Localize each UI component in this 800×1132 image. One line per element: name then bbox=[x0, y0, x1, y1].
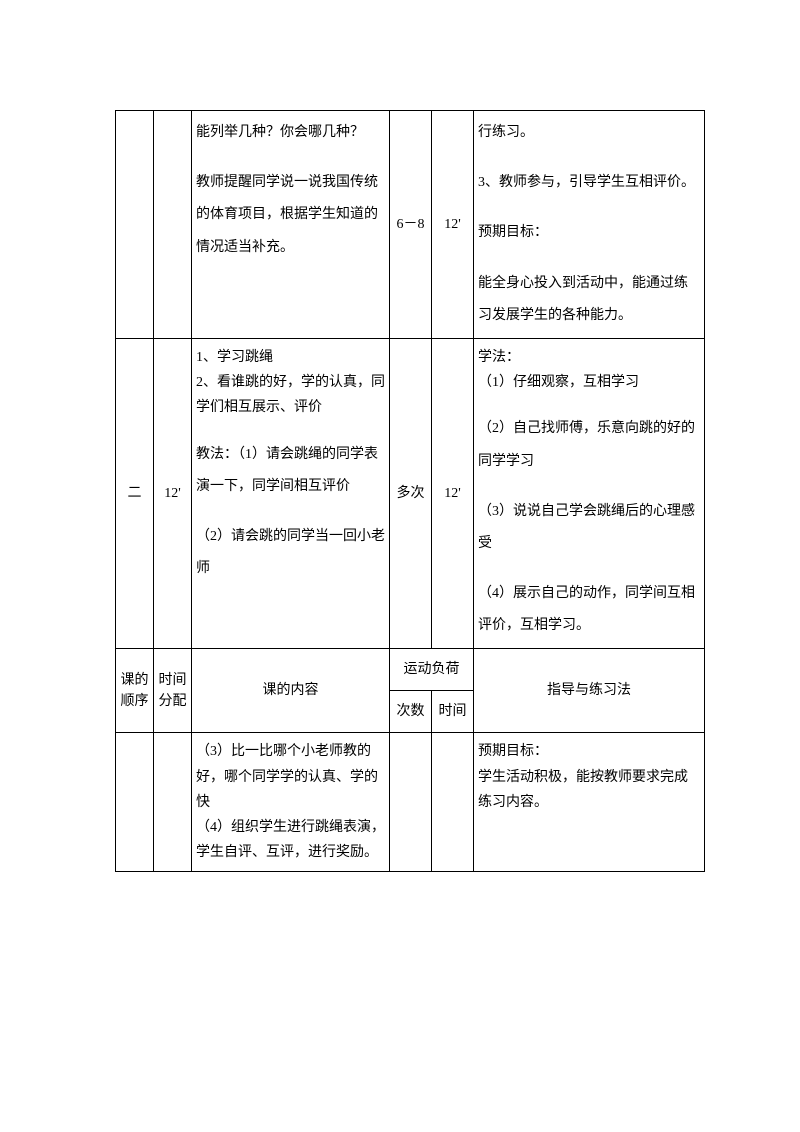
guide-text: 行练习。 bbox=[478, 117, 700, 149]
guide-text: 学生活动积极，能按教师要求完成练习内容。 bbox=[478, 765, 700, 815]
content-text: 1、学习跳绳 bbox=[196, 345, 385, 370]
cell-content: （3）比一比哪个小老师教的好，哪个同学学的认真、学的快 （4）组织学生进行跳绳表… bbox=[192, 733, 390, 872]
cell-time: 12' bbox=[154, 338, 192, 649]
table-row: 能列举几种？你会哪几种？ 教师提醒同学说一说我国传统的体育项目，根据学生知道的情… bbox=[116, 111, 705, 339]
table-row: 二 12' 1、学习跳绳 2、看谁跳的好，学的认真，同学们相互展示、评价 教法：… bbox=[116, 338, 705, 649]
guide-text: （1）仔细观察，互相学习 bbox=[478, 370, 700, 395]
guide-text: （2）自己找师傅，乐意向跳的好的同学学习 bbox=[478, 413, 700, 477]
guide-text: 3、教师参与，引导学生互相评价。 bbox=[478, 167, 700, 199]
header-guide: 指导与练习法 bbox=[474, 649, 705, 733]
cell-guide: 行练习。 3、教师参与，引导学生互相评价。 预期目标： 能全身心投入到活动中，能… bbox=[474, 111, 705, 339]
guide-text: （3）说说自己学会跳绳后的心理感受 bbox=[478, 496, 700, 560]
cell-guide: 学法： （1）仔细观察，互相学习 （2）自己找师傅，乐意向跳的好的同学学习 （3… bbox=[474, 338, 705, 649]
cell-time bbox=[154, 111, 192, 339]
cell-content: 1、学习跳绳 2、看谁跳的好，学的认真，同学们相互展示、评价 教法：（1）请会跳… bbox=[192, 338, 390, 649]
table-header-row: 课的顺序 时间分配 课的内容 运动负荷 指导与练习法 bbox=[116, 649, 705, 691]
guide-text: 预期目标： bbox=[478, 739, 700, 764]
cell-duration: 12' bbox=[432, 111, 474, 339]
cell-duration bbox=[432, 733, 474, 872]
content-text: 2、看谁跳的好，学的认真，同学们相互展示、评价 bbox=[196, 370, 385, 420]
guide-text: 学法： bbox=[478, 345, 700, 370]
content-text: （2）请会跳的同学当一回小老师 bbox=[196, 521, 385, 585]
cell-duration: 12' bbox=[432, 338, 474, 649]
cell-seq: 二 bbox=[116, 338, 154, 649]
header-duration: 时间 bbox=[432, 691, 474, 733]
cell-count: 多次 bbox=[390, 338, 432, 649]
header-count: 次数 bbox=[390, 691, 432, 733]
content-text: 教法：（1）请会跳绳的同学表演一下，同学间相互评价 bbox=[196, 439, 385, 503]
header-seq: 课的顺序 bbox=[116, 649, 154, 733]
lesson-plan-table: 能列举几种？你会哪几种？ 教师提醒同学说一说我国传统的体育项目，根据学生知道的情… bbox=[115, 110, 705, 872]
guide-text: 能全身心投入到活动中，能通过练习发展学生的各种能力。 bbox=[478, 268, 700, 332]
cell-time bbox=[154, 733, 192, 872]
cell-guide: 预期目标： 学生活动积极，能按教师要求完成练习内容。 bbox=[474, 733, 705, 872]
table-row: （3）比一比哪个小老师教的好，哪个同学学的认真、学的快 （4）组织学生进行跳绳表… bbox=[116, 733, 705, 872]
guide-text: 预期目标： bbox=[478, 217, 700, 249]
header-load: 运动负荷 bbox=[390, 649, 474, 691]
content-text: 教师提醒同学说一说我国传统的体育项目，根据学生知道的情况适当补充。 bbox=[196, 167, 385, 264]
cell-seq bbox=[116, 111, 154, 339]
cell-count: 6－8 bbox=[390, 111, 432, 339]
cell-content: 能列举几种？你会哪几种？ 教师提醒同学说一说我国传统的体育项目，根据学生知道的情… bbox=[192, 111, 390, 339]
cell-count bbox=[390, 733, 432, 872]
header-content: 课的内容 bbox=[192, 649, 390, 733]
header-time: 时间分配 bbox=[154, 649, 192, 733]
guide-text: （4）展示自己的动作，同学间互相评价，互相学习。 bbox=[478, 578, 700, 642]
cell-seq bbox=[116, 733, 154, 872]
content-text: 能列举几种？你会哪几种？ bbox=[196, 117, 385, 149]
content-text: （3）比一比哪个小老师教的好，哪个同学学的认真、学的快 bbox=[196, 739, 385, 815]
content-text: （4）组织学生进行跳绳表演，学生自评、互评，进行奖励。 bbox=[196, 815, 385, 865]
page-container: 能列举几种？你会哪几种？ 教师提醒同学说一说我国传统的体育项目，根据学生知道的情… bbox=[0, 0, 800, 932]
